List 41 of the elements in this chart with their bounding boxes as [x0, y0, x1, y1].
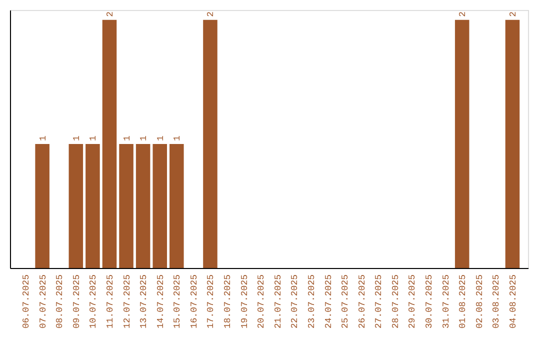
data-label: 1	[88, 136, 99, 141]
x-tick-label: 23.07.2025	[306, 274, 317, 329]
x-tick-label: 13.07.2025	[139, 274, 150, 329]
x-tick-label: 12.07.2025	[122, 274, 132, 329]
x-tick-label: 17.07.2025	[206, 274, 216, 329]
x-tick-label: 08.07.2025	[55, 274, 66, 329]
data-label: 2	[458, 12, 468, 17]
x-tick-label: 30.07.2025	[424, 274, 435, 329]
data-label: 1	[122, 136, 132, 141]
x-tick-label: 21.07.2025	[273, 274, 284, 329]
x-tick-label: 29.07.2025	[408, 274, 418, 329]
x-tick-label: 20.07.2025	[256, 274, 267, 329]
x-tick-label: 01.08.2025	[458, 274, 468, 329]
x-tick-label: 15.07.2025	[172, 274, 183, 329]
x-tick-label: 18.07.2025	[223, 274, 234, 329]
data-label: 2	[105, 12, 116, 17]
x-tick-label: 24.07.2025	[324, 274, 334, 329]
x-tick-label: 16.07.2025	[189, 274, 200, 329]
x-tick-label: 19.07.2025	[240, 274, 250, 329]
x-tick-label: 31.07.2025	[441, 274, 452, 329]
x-tick-label: 06.07.2025	[22, 274, 32, 329]
data-label: 1	[172, 136, 183, 141]
data-label: 1	[38, 136, 48, 141]
x-tick-label: 09.07.2025	[72, 274, 82, 329]
data-label: 2	[508, 12, 518, 17]
x-tick-label: 28.07.2025	[390, 274, 401, 329]
x-tick-label: 11.07.2025	[105, 274, 116, 329]
data-label: 1	[139, 136, 150, 141]
x-tick-label: 25.07.2025	[340, 274, 351, 329]
data-label: 1	[156, 136, 166, 141]
x-tick-label: 14.07.2025	[156, 274, 166, 329]
x-tick-label: 02.08.2025	[474, 274, 485, 329]
x-tick-label: 22.07.2025	[290, 274, 300, 329]
x-tick-label: 07.07.2025	[38, 274, 48, 329]
x-tick-label: 04.08.2025	[508, 274, 518, 329]
data-label: 1	[72, 136, 82, 141]
x-tick-label: 26.07.2025	[357, 274, 368, 329]
x-tick-label: 03.08.2025	[492, 274, 502, 329]
x-tick-label: 10.07.2025	[88, 274, 99, 329]
data-label: 2	[206, 12, 216, 17]
x-tick-label: 27.07.2025	[374, 274, 384, 329]
